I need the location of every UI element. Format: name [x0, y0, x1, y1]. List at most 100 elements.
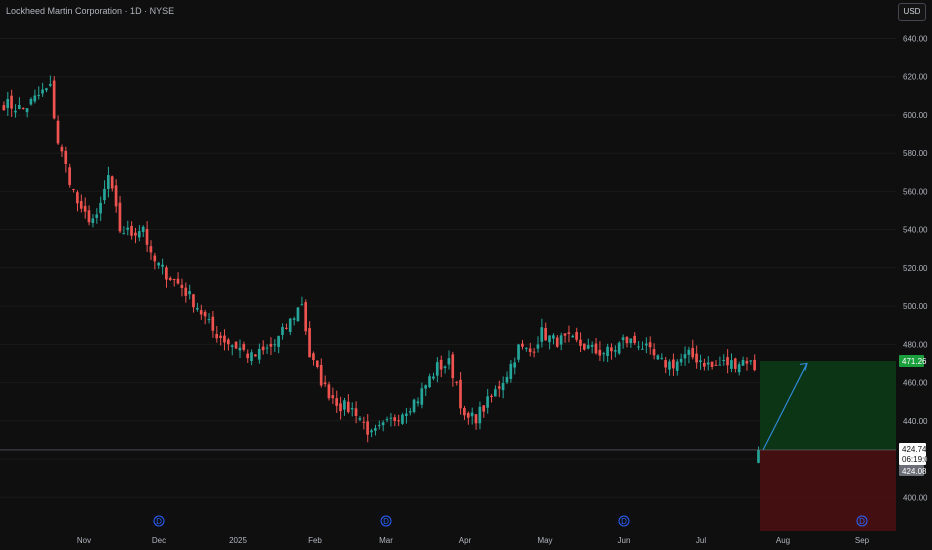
candle-body: [579, 339, 582, 346]
candle-body: [404, 413, 408, 416]
candle-body: [122, 233, 126, 235]
candle-body: [188, 291, 191, 295]
candle-body: [493, 389, 497, 397]
candle-body: [513, 362, 517, 368]
candle-body: [296, 307, 300, 322]
x-tick-label: Jun: [618, 536, 631, 545]
candle-body: [52, 80, 56, 119]
prev-close-label: 424.08: [902, 467, 927, 476]
candle-body: [226, 339, 230, 345]
candle-body: [389, 417, 393, 419]
candle-body: [203, 311, 207, 317]
candle-body: [416, 401, 420, 404]
candle-body: [757, 449, 760, 463]
candle-body: [79, 201, 83, 209]
candle-body: [211, 316, 215, 331]
candle-body: [292, 318, 296, 320]
candle-body: [273, 344, 277, 346]
candle-body: [745, 360, 749, 364]
x-tick-label: Aug: [776, 536, 790, 545]
candle-body: [114, 185, 118, 207]
candle-body: [381, 422, 385, 426]
candle-body: [412, 399, 416, 413]
candle-body: [68, 167, 71, 185]
candle-body: [83, 205, 87, 212]
candle-body: [497, 386, 501, 389]
candle-body: [660, 357, 664, 359]
y-axis: 400.00420.00440.00460.00480.00500.00520.…: [903, 35, 928, 503]
candle-body: [354, 408, 358, 417]
candle-body: [168, 277, 172, 280]
x-tick-label: Nov: [77, 536, 91, 545]
candle-body: [25, 108, 29, 113]
candle-body: [215, 333, 219, 339]
x-tick-label: May: [537, 536, 552, 545]
candle-body: [536, 344, 540, 349]
candle-body: [672, 359, 675, 369]
candle-body: [652, 349, 656, 356]
candle-body: [219, 335, 222, 338]
candle-body: [370, 430, 373, 433]
candle-body: [2, 105, 6, 111]
event-label: D: [859, 517, 865, 526]
candle-body: [91, 218, 95, 224]
candle-body: [691, 347, 695, 358]
candle-body: [234, 341, 238, 349]
candle-body: [110, 176, 114, 189]
candle-body: [528, 348, 532, 353]
x-tick-label: Feb: [308, 536, 322, 545]
candle-body: [540, 327, 544, 342]
candle-body: [99, 202, 102, 214]
x-tick-label: Apr: [459, 536, 472, 545]
candle-body: [288, 318, 292, 332]
candle-body: [524, 347, 528, 349]
candle-body: [517, 344, 520, 360]
event-label: D: [383, 517, 389, 526]
candle-body: [718, 364, 722, 366]
candle-body: [126, 227, 130, 230]
candle-body: [238, 347, 242, 351]
x-tick-label: Dec: [152, 536, 166, 545]
y-tick-label: 520.00: [903, 264, 928, 273]
candle-body: [323, 382, 327, 385]
candle-body: [29, 98, 33, 105]
candle-body: [343, 400, 346, 410]
x-tick-label: 2025: [229, 536, 247, 545]
candle-body: [87, 210, 91, 223]
candle-body: [64, 150, 68, 164]
candle-body: [21, 107, 25, 109]
candle-body: [474, 414, 478, 424]
y-tick-label: 560.00: [903, 187, 928, 196]
candle-body: [548, 335, 551, 343]
candle-body: [265, 347, 269, 349]
candle-body: [606, 346, 609, 356]
candle-body: [385, 419, 389, 421]
y-tick-label: 620.00: [903, 73, 928, 82]
candle-body: [339, 403, 342, 412]
candle-body: [366, 421, 369, 435]
candle-body: [304, 302, 308, 332]
projection-arrowhead: [799, 362, 808, 371]
countdown-label: 06:19:09: [902, 455, 932, 464]
chart-title: Lockheed Martin Corporation · 1D · NYSE: [6, 6, 175, 16]
x-tick-label: Sep: [855, 536, 870, 545]
stop-zone: [760, 449, 896, 531]
candle-body: [486, 396, 489, 408]
candle-body: [37, 94, 40, 96]
candle-body: [230, 345, 234, 348]
candle-body: [648, 342, 652, 348]
candle-body: [482, 405, 486, 412]
candle-body: [625, 337, 629, 344]
candle-body: [699, 360, 702, 362]
candle-body: [753, 359, 756, 371]
candle-body: [184, 287, 188, 296]
candle-body: [575, 331, 578, 340]
candle-body: [451, 354, 455, 379]
candle-body: [463, 407, 466, 416]
currency-selector[interactable]: USD: [898, 3, 926, 21]
candle-body: [443, 366, 447, 369]
candle-body: [41, 89, 44, 94]
